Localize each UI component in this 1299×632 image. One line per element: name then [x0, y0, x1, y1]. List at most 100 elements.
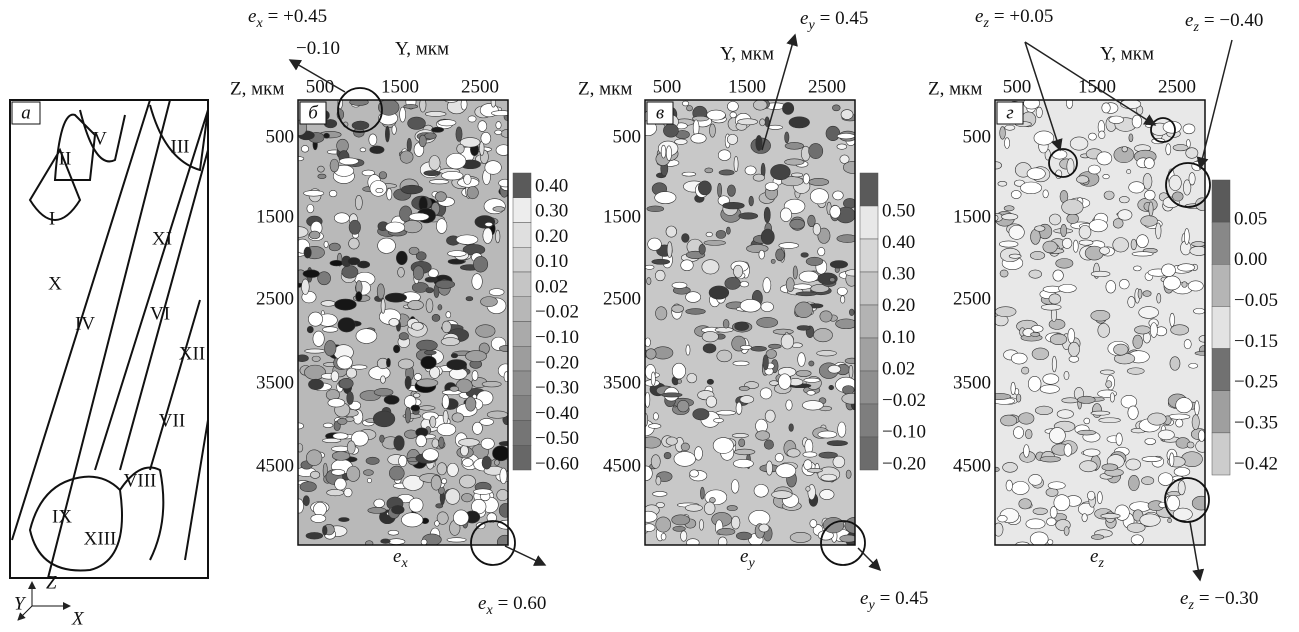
- colorbar-swatch: [1212, 180, 1230, 222]
- contour: [1001, 415, 1017, 426]
- contour: [347, 466, 360, 481]
- contour: [842, 385, 854, 394]
- contour: [702, 331, 718, 342]
- contour: [1195, 401, 1200, 415]
- contour: [818, 247, 825, 255]
- contour: [369, 134, 377, 146]
- contour: [419, 135, 426, 147]
- contour: [496, 145, 511, 156]
- contour: [693, 409, 709, 420]
- contour: [380, 435, 385, 442]
- contour: [1021, 367, 1028, 374]
- contour: [346, 368, 356, 378]
- colorbar-label: −0.05: [1234, 290, 1278, 311]
- bottom-var: e: [740, 546, 748, 567]
- contour: [435, 521, 440, 527]
- contour: [832, 105, 840, 111]
- contour: [694, 447, 702, 461]
- contour: [699, 519, 703, 530]
- contour: [840, 296, 844, 303]
- contour: [1113, 238, 1129, 252]
- contour: [1131, 239, 1137, 250]
- contour: [447, 538, 466, 542]
- contour: [664, 452, 671, 458]
- contour: [349, 220, 360, 234]
- contour: [446, 312, 451, 318]
- contour: [356, 329, 377, 344]
- contour: [838, 422, 846, 437]
- colorbar-label: −0.40: [535, 403, 579, 424]
- x-tick-label: 2500: [1158, 76, 1196, 97]
- contour: [735, 322, 749, 331]
- contour: [686, 292, 701, 303]
- contour: [441, 338, 460, 346]
- annotation-sub: y: [866, 598, 875, 613]
- contour: [656, 477, 661, 486]
- contour: [327, 489, 344, 495]
- contour: [342, 266, 358, 279]
- contour: [356, 292, 362, 302]
- contour: [368, 507, 386, 513]
- colorbar-swatch: [860, 305, 878, 338]
- contour: [849, 309, 854, 316]
- contour: [773, 329, 793, 334]
- contour: [656, 517, 671, 532]
- contour: [765, 182, 778, 190]
- contour: [1027, 168, 1045, 180]
- contour: [753, 174, 765, 181]
- colorbar-label: −0.10: [535, 327, 579, 348]
- contour: [431, 475, 441, 490]
- z-tick-label: 4500: [256, 455, 294, 476]
- contour: [448, 251, 467, 257]
- contour: [796, 292, 817, 296]
- contour: [332, 451, 350, 460]
- contour: [672, 305, 684, 313]
- contour: [441, 478, 446, 483]
- contour: [1068, 329, 1075, 344]
- contour: [1043, 190, 1048, 198]
- contour: [1132, 115, 1142, 128]
- contour: [1189, 173, 1195, 185]
- contour: [655, 192, 676, 204]
- colorbar-label: −0.25: [1234, 372, 1278, 393]
- contour: [399, 206, 411, 221]
- grain-label: V: [93, 128, 107, 149]
- contour: [374, 499, 385, 507]
- contour: [837, 287, 847, 295]
- contour: [719, 170, 734, 175]
- contour: [393, 345, 400, 353]
- contour: [308, 312, 322, 326]
- contour: [501, 130, 512, 138]
- contour: [778, 374, 791, 390]
- contour: [1170, 357, 1180, 371]
- contour: [1131, 535, 1143, 545]
- contour: [678, 379, 682, 383]
- colorbar-swatch: [860, 338, 878, 371]
- bottom-label: ey: [740, 546, 755, 571]
- contour: [1137, 235, 1149, 248]
- bottom-var: e: [1090, 546, 1098, 567]
- contour: [389, 318, 399, 326]
- contour: [833, 191, 844, 200]
- contour: [776, 249, 785, 261]
- contour: [1119, 279, 1129, 289]
- contour: [723, 319, 729, 328]
- contour: [495, 130, 502, 134]
- contour: [786, 278, 794, 292]
- contour: [655, 270, 665, 281]
- contour: [734, 156, 738, 171]
- contour: [1013, 427, 1023, 439]
- contour: [487, 411, 508, 418]
- colorbar-swatch: [513, 371, 531, 396]
- contour: [674, 452, 696, 467]
- contour: [1062, 238, 1072, 248]
- contour: [347, 441, 355, 454]
- axis-label: Y: [14, 593, 27, 614]
- contour: [796, 370, 811, 376]
- z-axis-title: Z, мкм: [928, 78, 982, 99]
- contour: [727, 101, 738, 111]
- contour: [439, 437, 444, 448]
- contour: [787, 449, 800, 457]
- contour: [826, 126, 840, 141]
- contour: [1011, 190, 1021, 198]
